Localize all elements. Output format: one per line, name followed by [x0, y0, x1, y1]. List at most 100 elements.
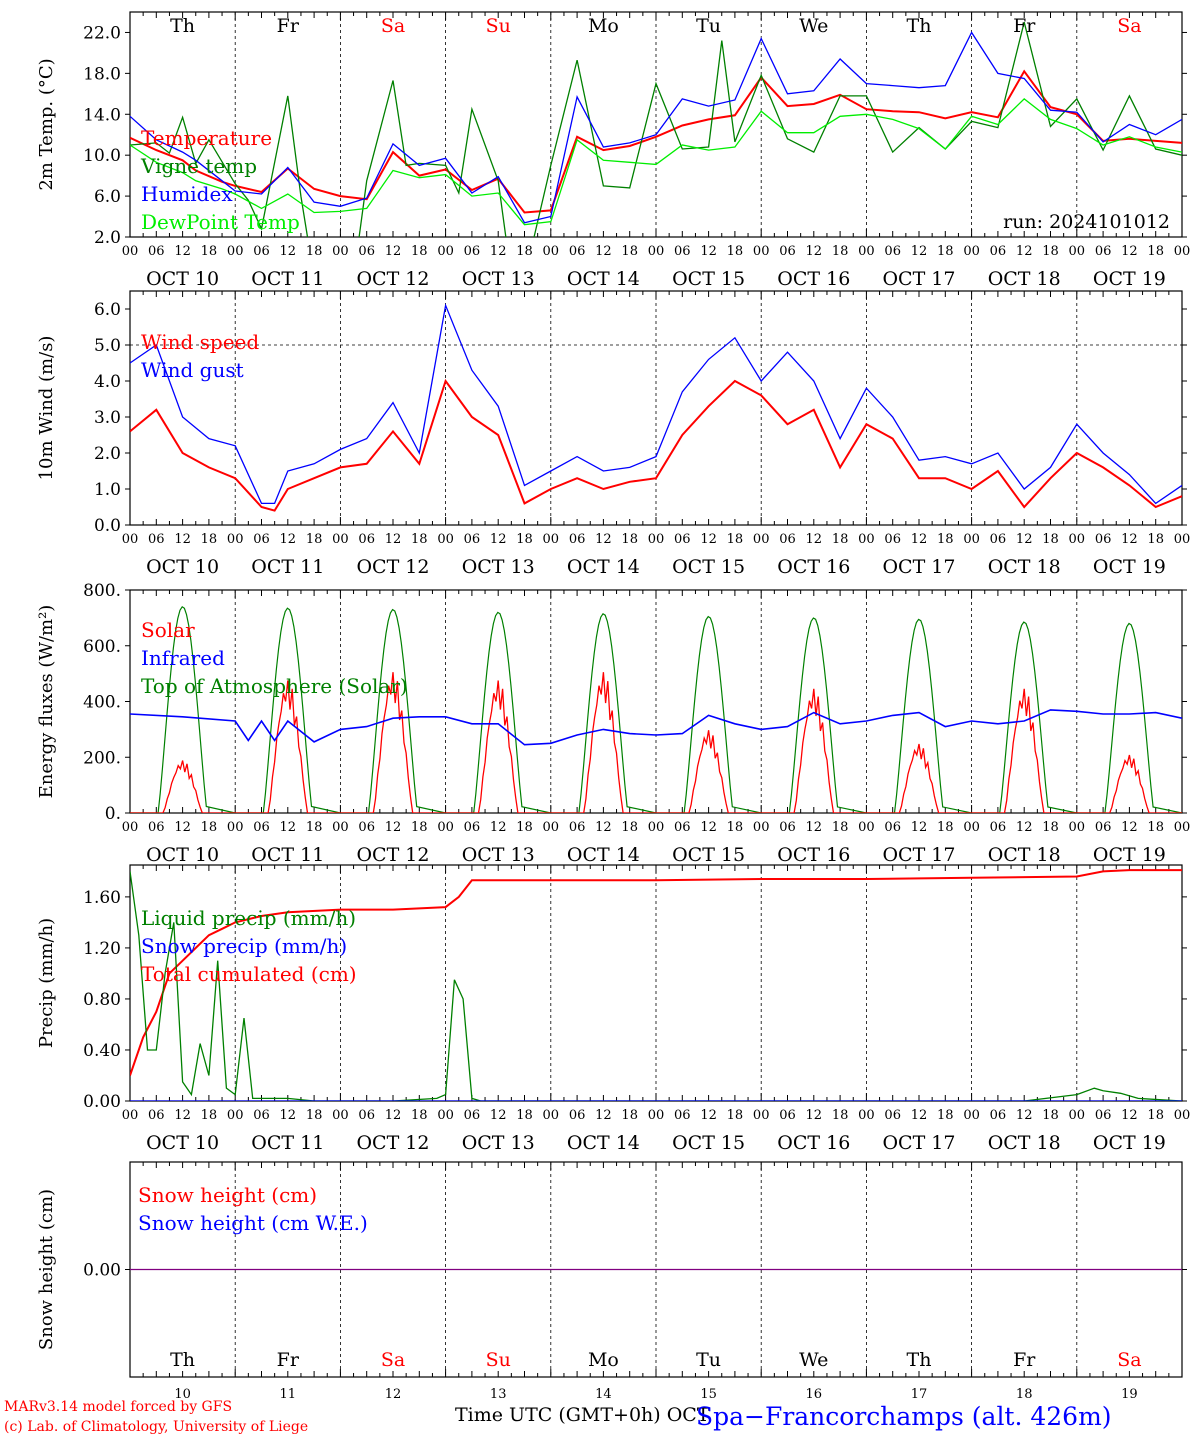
- legend-entry: Total cumulated (cm): [141, 962, 357, 986]
- lab-credit: (c) Lab. of Climatology, University of L…: [4, 1419, 309, 1435]
- hour-label: 12: [700, 1108, 717, 1123]
- weekday-label: Fr: [1013, 1349, 1036, 1371]
- hour-label: 12: [490, 820, 507, 835]
- weekday-label: Sa: [1117, 15, 1141, 37]
- infrared-line: [130, 709, 1182, 746]
- hour-label: 18: [727, 244, 744, 259]
- day-label: OCT 14: [567, 556, 640, 578]
- day-number-label: 19: [1121, 1387, 1138, 1402]
- weekday-label: Sa: [1117, 1349, 1141, 1371]
- hour-label: 18: [411, 1108, 428, 1123]
- day-label: OCT 12: [356, 1132, 429, 1154]
- hour-label: 00: [1069, 1108, 1086, 1123]
- legend-entry: Wind speed: [141, 330, 259, 354]
- weekday-label: Sa: [381, 1349, 405, 1371]
- hour-label: 18: [832, 532, 849, 547]
- y-tick-label: 22.0: [83, 23, 121, 43]
- y-tick-label: 1.0: [94, 480, 121, 500]
- weekday-label: Th: [907, 15, 932, 37]
- hour-label: 00: [543, 820, 560, 835]
- legend-entry: Temperature: [141, 126, 272, 150]
- hour-label: 06: [884, 532, 901, 547]
- hour-label: 12: [700, 532, 717, 547]
- plot-frame: [129, 589, 1183, 814]
- day-label: OCT 19: [1093, 556, 1166, 578]
- hour-label: 18: [937, 1108, 954, 1123]
- hour-label: 06: [148, 244, 165, 259]
- day-label: OCT 11: [251, 556, 324, 578]
- hour-label: 06: [674, 244, 691, 259]
- hour-label: 12: [595, 1108, 612, 1123]
- hour-label: 12: [700, 820, 717, 835]
- day-label: OCT 18: [988, 556, 1061, 578]
- hour-label: 12: [385, 532, 402, 547]
- day-label: OCT 17: [882, 1132, 955, 1154]
- hour-label: 18: [1042, 244, 1059, 259]
- panel-1: [125, 11, 1187, 238]
- day-label: OCT 16: [777, 844, 850, 866]
- hour-label: 06: [674, 532, 691, 547]
- day-label: OCT 18: [988, 1132, 1061, 1154]
- dewpoint-temp-line: [130, 98, 1182, 226]
- hour-label: 06: [884, 820, 901, 835]
- hour-label: 00: [332, 820, 349, 835]
- hour-label: 18: [516, 532, 533, 547]
- day-label: OCT 15: [672, 268, 745, 290]
- hour-label: 18: [201, 1108, 218, 1123]
- hour-label: 06: [253, 532, 270, 547]
- hour-label: 00: [1069, 244, 1086, 259]
- hour-label: 00: [1174, 820, 1191, 835]
- hour-label: 06: [464, 1108, 481, 1123]
- panel-3: [125, 589, 1187, 814]
- hour-label: 06: [1095, 820, 1112, 835]
- day-label: OCT 14: [567, 844, 640, 866]
- hour-label: 12: [385, 820, 402, 835]
- hour-label: 12: [1016, 820, 1033, 835]
- hour-label: 18: [306, 1108, 323, 1123]
- hour-label: 06: [148, 1108, 165, 1123]
- hour-label: 12: [174, 532, 191, 547]
- hour-label: 06: [148, 820, 165, 835]
- y-tick-label: 10.0: [83, 146, 121, 166]
- hour-label: 06: [253, 1108, 270, 1123]
- weekday-label: Th: [170, 1349, 195, 1371]
- hour-label: 18: [411, 244, 428, 259]
- humidex-line: [130, 31, 1182, 224]
- panel-4: [125, 864, 1187, 1102]
- hour-label: 18: [621, 244, 638, 259]
- legend-entry: Wind gust: [141, 358, 244, 382]
- hour-label: 06: [358, 244, 375, 259]
- day-label: OCT 17: [882, 556, 955, 578]
- day-number-label: 16: [806, 1387, 823, 1402]
- hour-label: 00: [543, 244, 560, 259]
- hour-label: 12: [1016, 244, 1033, 259]
- y-tick-label: 6.0: [94, 187, 121, 207]
- hour-label: 00: [332, 244, 349, 259]
- day-number-label: 18: [1016, 1387, 1033, 1402]
- weekday-label: Tu: [696, 1349, 721, 1371]
- y-tick-label: 2.0: [94, 228, 121, 248]
- hour-label: 06: [569, 532, 586, 547]
- hour-label: 06: [990, 532, 1007, 547]
- hour-label: 18: [516, 244, 533, 259]
- y-axis-label: 2m Temp. (°C): [36, 58, 57, 190]
- day-label: OCT 18: [988, 844, 1061, 866]
- hour-label: 00: [1069, 532, 1086, 547]
- legend-entry: Humidex: [141, 182, 233, 206]
- hour-label: 06: [779, 244, 796, 259]
- hour-label: 06: [779, 1108, 796, 1123]
- run-label: run: 2024101012: [1003, 211, 1170, 233]
- day-label: OCT 10: [146, 556, 219, 578]
- day-label: OCT 11: [251, 844, 324, 866]
- hour-label: 00: [1069, 820, 1086, 835]
- hour-label: 18: [411, 820, 428, 835]
- y-tick-label: 0.00: [83, 1261, 121, 1281]
- hour-label: 12: [595, 820, 612, 835]
- hour-label: 00: [753, 244, 770, 259]
- hour-label: 00: [753, 532, 770, 547]
- hour-label: 12: [174, 820, 191, 835]
- day-number-label: 17: [911, 1387, 928, 1402]
- hour-label: 00: [437, 820, 454, 835]
- hour-label: 12: [806, 1108, 823, 1123]
- hour-label: 06: [990, 820, 1007, 835]
